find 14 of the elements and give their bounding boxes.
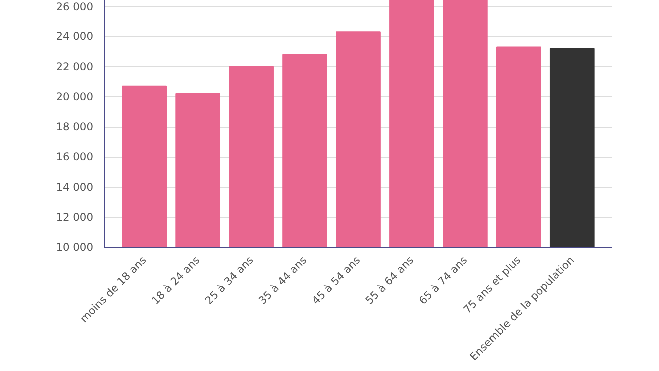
y-tick-label: 26 000 bbox=[56, 0, 94, 14]
y-tick-label: 24 000 bbox=[56, 30, 94, 44]
y-tick-label: 14 000 bbox=[56, 180, 94, 194]
x-tick-label: 35 à 44 ans bbox=[256, 254, 310, 308]
x-tick-label: 25 à 34 ans bbox=[202, 254, 256, 308]
y-tick-label: 12 000 bbox=[56, 210, 94, 224]
x-tick-label: 55 à 64 ans bbox=[363, 254, 417, 308]
y-tick-label: 22 000 bbox=[56, 60, 94, 74]
y-tick-label: 20 000 bbox=[56, 90, 94, 104]
y-tick-label: 10 000 bbox=[56, 241, 94, 254]
x-tick-label: 45 à 54 ans bbox=[310, 254, 364, 308]
y-tick-label: 16 000 bbox=[56, 150, 94, 164]
x-tick-label: 18 à 24 ans bbox=[149, 254, 203, 308]
y-tick-label: 18 000 bbox=[56, 120, 94, 134]
